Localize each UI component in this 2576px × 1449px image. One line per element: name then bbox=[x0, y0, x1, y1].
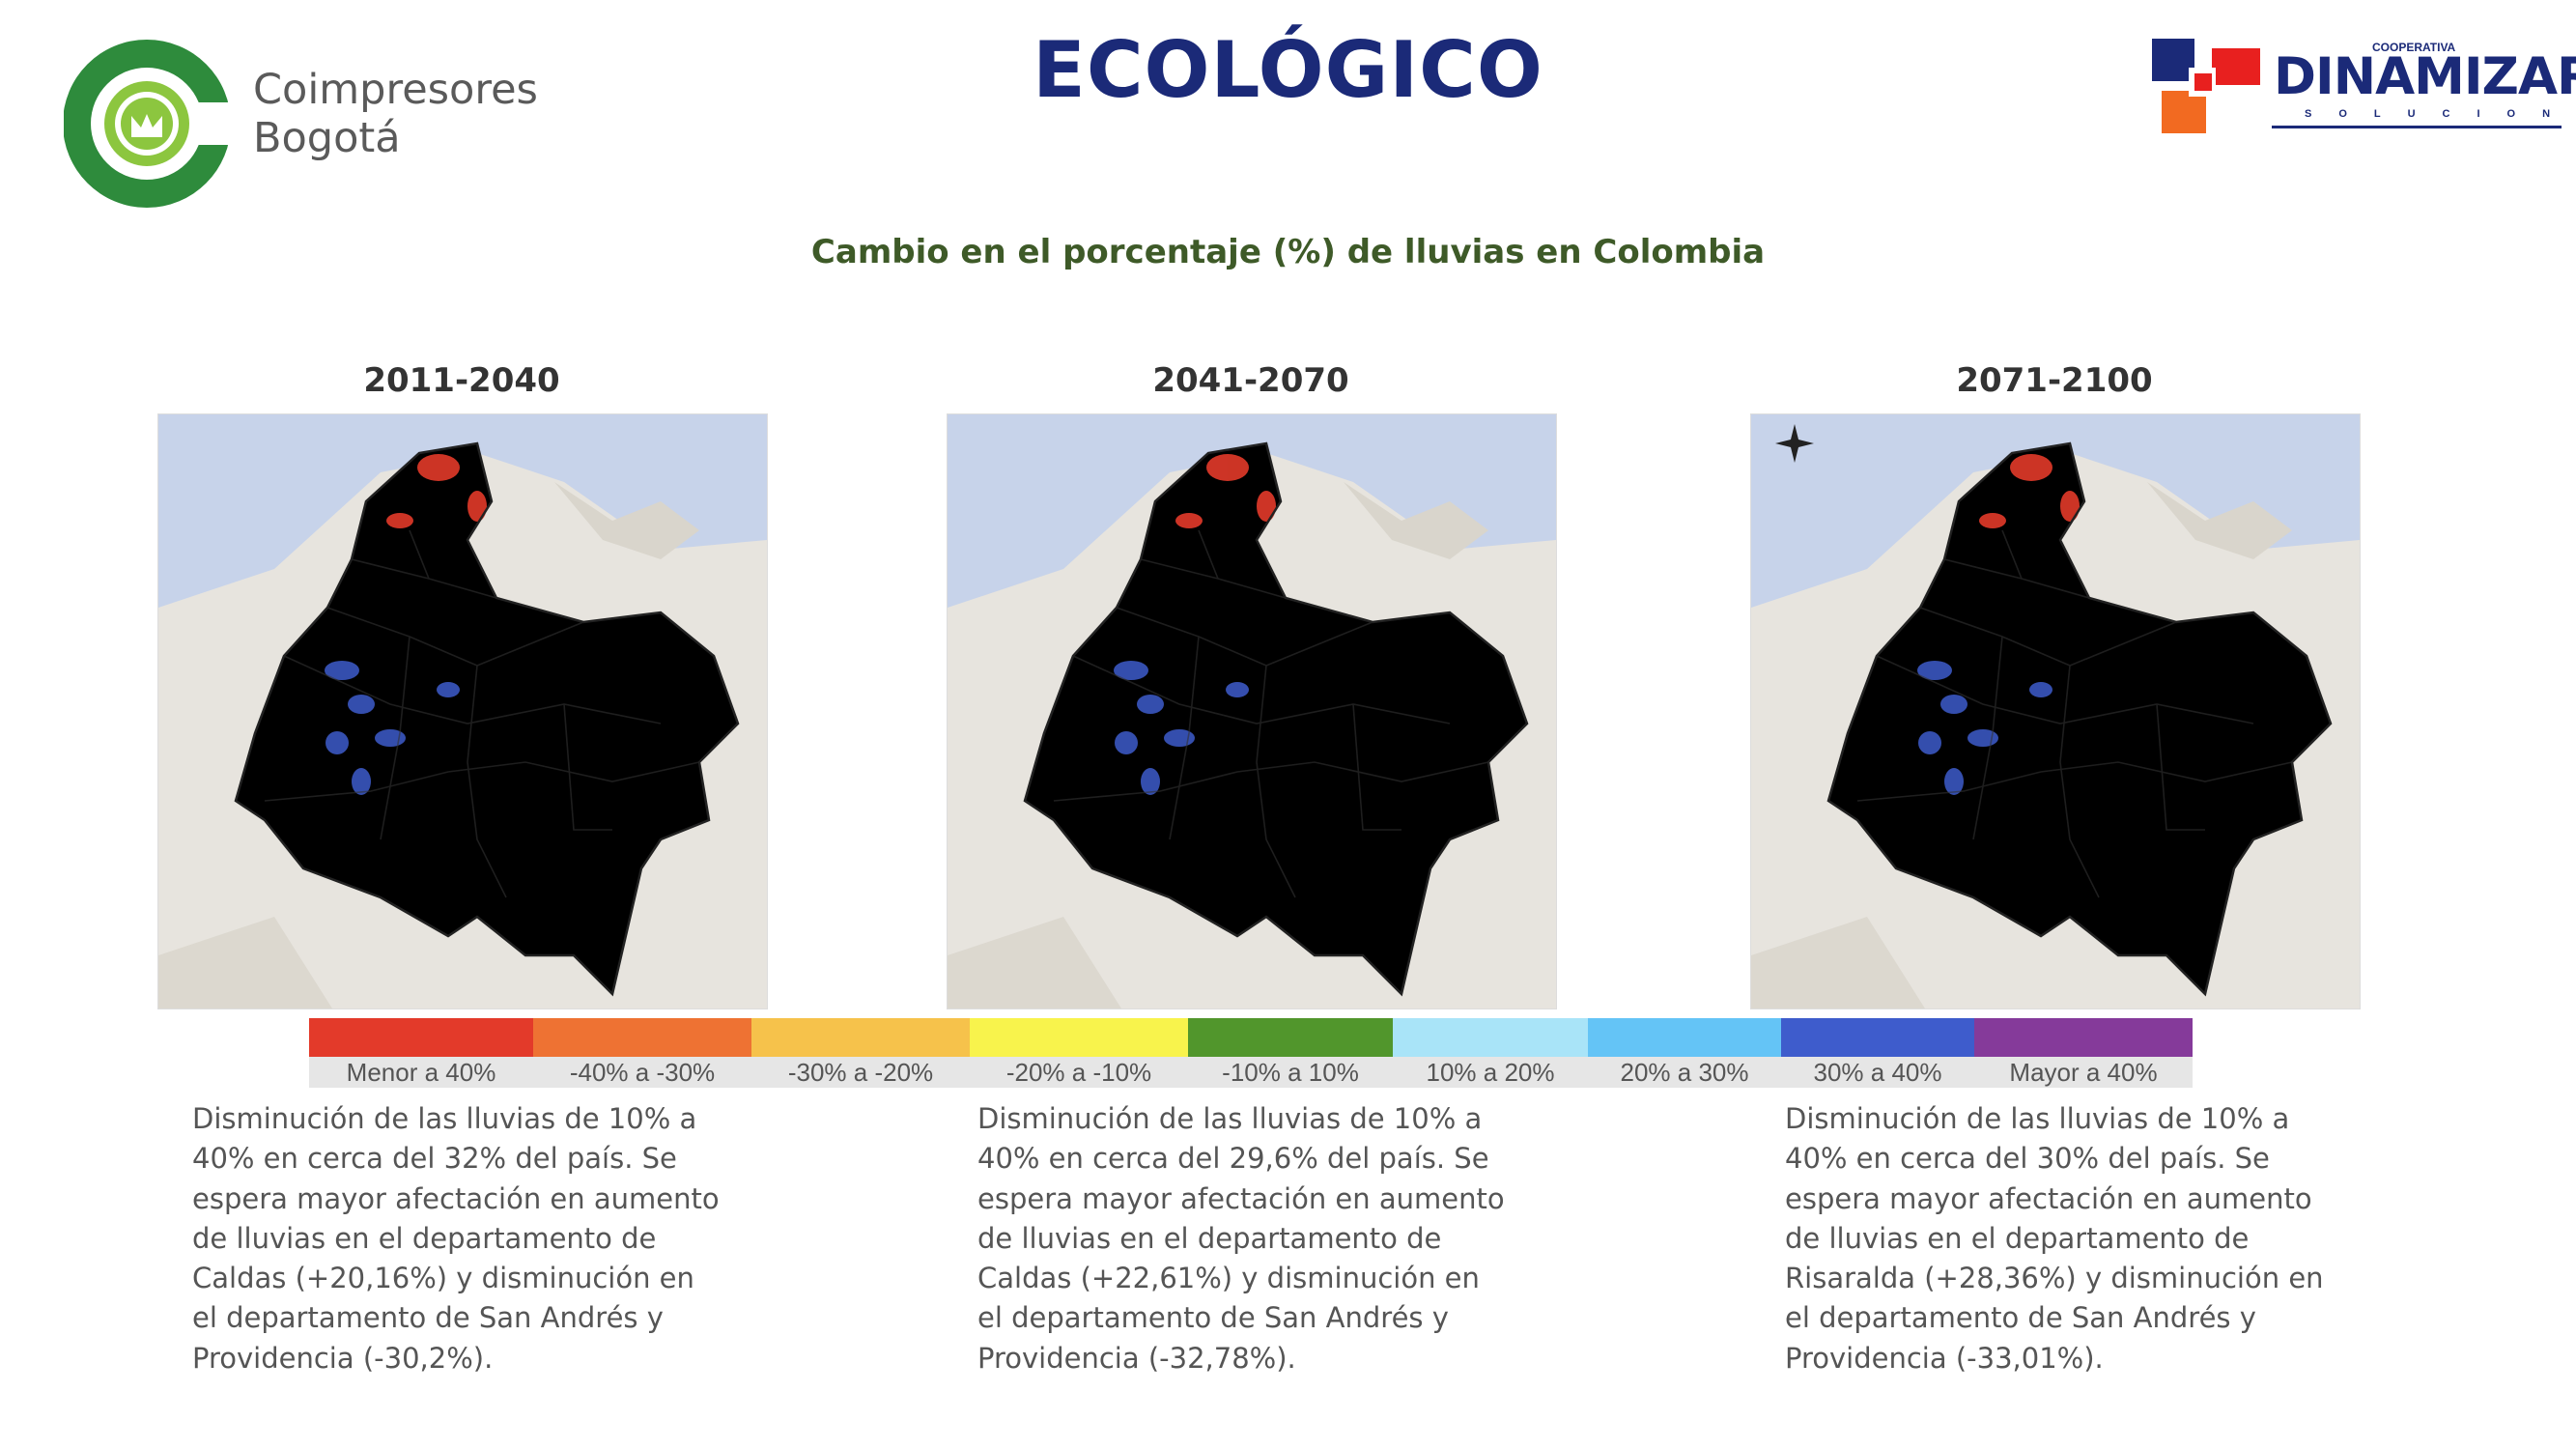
legend-label: 10% a 20% bbox=[1426, 1058, 1555, 1087]
dinamizar-logo-icon bbox=[2152, 39, 2260, 133]
coimpresores-logo-icon bbox=[64, 40, 238, 208]
legend-swatch bbox=[309, 1018, 533, 1057]
coimpresores-logo: Coimpresores Bogotá bbox=[64, 37, 605, 211]
legend-label: -30% a -20% bbox=[787, 1058, 934, 1087]
rainfall-map-2011-2040: .m1 .colfill{fill:#bde14a}.m1 .dryA{fill… bbox=[157, 413, 768, 1009]
map-title-2041-2070: 2041-2070 bbox=[1152, 361, 1349, 400]
description-2041-2070: Disminución de las lluvias de 10% a 40% e… bbox=[977, 1102, 1505, 1375]
description-2071-2100: Disminución de las lluvias de 10% a 40% e… bbox=[1785, 1102, 2324, 1375]
legend-label: -10% a 10% bbox=[1222, 1058, 1359, 1087]
legend-swatch bbox=[970, 1018, 1188, 1057]
map-title-2071-2100: 2071-2100 bbox=[1956, 361, 2153, 400]
legend-label: Menor a 40% bbox=[346, 1058, 496, 1087]
logo-cooperativa: COOPERATIVA bbox=[2372, 41, 2456, 54]
legend-label: -20% a -10% bbox=[1005, 1058, 1152, 1087]
page-title: ECOLÓGICO bbox=[1033, 25, 1543, 115]
description-2011-2040: Disminución de las lluvias de 10% a 40% e… bbox=[192, 1102, 720, 1375]
rainfall-map-2041-2070: .m2 .colfill{fill:#c5e9a0}.m2 .dryA{fill… bbox=[947, 413, 1557, 1009]
logo-soluciones: SOLUCIONES bbox=[2305, 108, 2576, 120]
chart-subtitle: Cambio en el porcentaje (%) de lluvias e… bbox=[810, 233, 1766, 271]
legend-label: -40% a -30% bbox=[569, 1058, 716, 1087]
color-legend: Menor a 40% -40% a -30% -30% a -20% -20%… bbox=[309, 1018, 2193, 1088]
rainfall-map-2071-2100: .m3 .colfill{fill:#c9e7a2}.m3 .dryA{fill… bbox=[1750, 413, 2361, 1009]
compass-rose-icon bbox=[1775, 424, 1814, 463]
legend-swatch bbox=[533, 1018, 751, 1057]
dinamizar-logo: COOPERATIVA DINAMIZAR SOLUCIONES bbox=[2150, 35, 2576, 141]
legend-label: 20% a 30% bbox=[1620, 1058, 1749, 1087]
map-title-2011-2040: 2011-2040 bbox=[363, 361, 560, 400]
legend-swatch bbox=[751, 1018, 970, 1057]
logo-line2: Bogotá bbox=[253, 114, 401, 162]
legend-label: Mayor a 40% bbox=[2009, 1058, 2158, 1087]
legend-swatch bbox=[1974, 1018, 2193, 1057]
legend-swatch bbox=[1393, 1018, 1588, 1057]
legend-swatch bbox=[1588, 1018, 1781, 1057]
logo-line1: Coimpresores bbox=[253, 66, 538, 114]
legend-label: 30% a 40% bbox=[1813, 1058, 1942, 1087]
logo-dinamizar: DINAMIZAR bbox=[2274, 47, 2576, 106]
legend-swatch bbox=[1188, 1018, 1393, 1057]
legend-swatch bbox=[1781, 1018, 1974, 1057]
